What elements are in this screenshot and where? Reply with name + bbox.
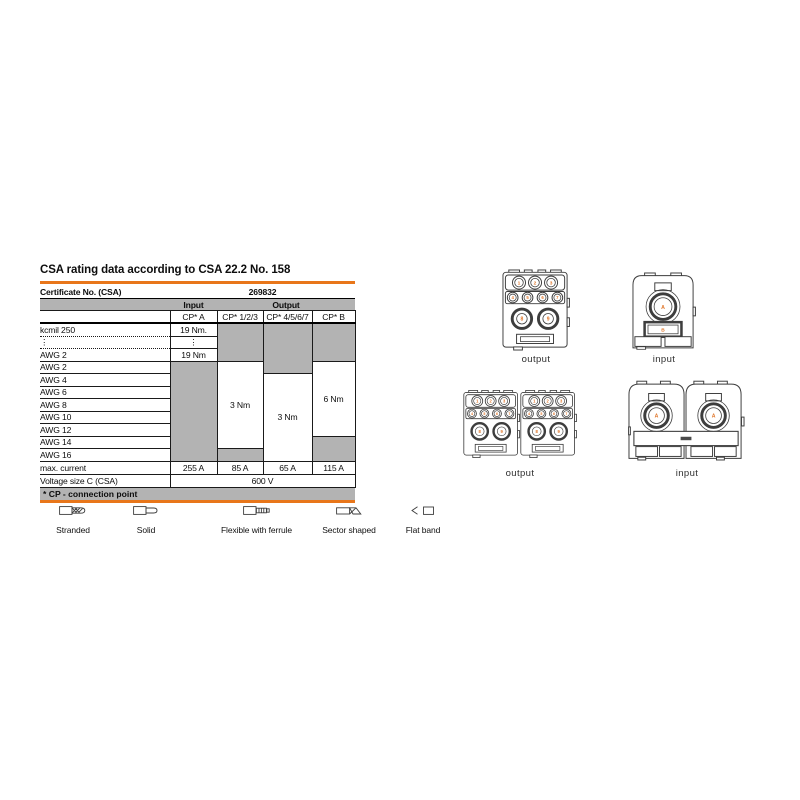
cp-123-torque-cell: 3 Nm: [216, 360, 264, 449]
cp-header-row: CP* A CP* 1/2/3 CP* 4/5/6/7 CP* B: [40, 310, 356, 324]
row-label: AWG 4: [40, 373, 171, 387]
cp-letter-label: A: [712, 414, 716, 420]
wire-type-flexible-ferrule: Flexible with ferrule: [209, 504, 304, 535]
certificate-row: Certificate No. (CSA) 269832: [40, 285, 356, 299]
table-row: AWG 2 3 Nm 6 Nm: [40, 360, 356, 462]
cp-letter-label: A: [655, 414, 659, 420]
wire-type-sector: Sector shaped: [310, 504, 388, 535]
row-label: AWG 6: [40, 386, 171, 399]
row-label: AWG 2: [40, 348, 171, 362]
title-accent-rule: [40, 281, 355, 284]
diagram-label-output: output: [505, 468, 535, 479]
csa-rating-table: Certificate No. (CSA) 269832 Input Outpu…: [40, 285, 356, 488]
cp-4567-torque-cell: 3 Nm: [262, 373, 313, 462]
col-header-cp-123: CP* 1/2/3: [216, 310, 264, 324]
gray-cell: [169, 360, 218, 462]
single-output-block-diagram: [502, 268, 570, 352]
table-row: AWG 10: [40, 411, 355, 424]
row-label: AWG 16: [40, 448, 171, 462]
table-row: AWG 8: [40, 398, 355, 412]
table-row: AWG 4 3 Nm: [40, 373, 355, 462]
row-label: AWG 2: [40, 361, 171, 374]
row-label: AWG 8: [40, 398, 171, 412]
wire-type-stranded: Stranded: [40, 504, 106, 535]
wire-type-flat-band: Flat band: [387, 504, 459, 535]
wire-type-label: Flexible with ferrule: [220, 525, 293, 535]
wire-type-solid: Solid: [113, 504, 179, 535]
table-row: AWG 6: [40, 386, 355, 399]
input-header: Input: [170, 298, 217, 311]
ferrule-wire-icon: [243, 506, 270, 515]
wire-type-label: Stranded: [56, 525, 90, 535]
row-label: kcmil 250: [40, 323, 171, 337]
voltage-value: 600 V: [169, 473, 356, 488]
table-row: AWG 12: [40, 423, 355, 437]
cp-a-torque-cell: 19 Nm.: [169, 322, 218, 337]
section-title: CSA rating data according to CSA 22.2 No…: [40, 264, 291, 276]
cp-a-torque-cell: 19 Nm: [169, 348, 218, 362]
stranded-wire-icon: [59, 506, 86, 515]
max-current-value: 255 A: [169, 460, 218, 475]
table-row: kcmil 250 19 Nm.: [40, 322, 356, 374]
spacer-cell: [40, 310, 170, 324]
gray-cell: [311, 435, 356, 462]
wire-type-label: Flat band: [405, 525, 441, 535]
io-header-row: Input Output: [40, 298, 356, 311]
wire-type-label: Sector shaped: [322, 525, 376, 535]
sector-wire-icon: [336, 507, 362, 515]
gray-cell: [216, 322, 264, 362]
spacer-cell: [40, 298, 170, 311]
certificate-label: Certificate No. (CSA): [40, 285, 170, 299]
row-label: AWG 14: [40, 436, 171, 449]
col-header-cp-4567: CP* 4/5/6/7: [262, 310, 313, 324]
single-input-block-diagram: [632, 271, 696, 351]
max-current-value: 65 A: [262, 460, 313, 475]
gray-cell: [216, 448, 264, 462]
max-current-value: 85 A: [216, 460, 264, 475]
col-header-cp-a: CP* A: [169, 310, 218, 324]
row-label: AWG 12: [40, 423, 171, 437]
output-header: Output: [217, 298, 356, 311]
max-current-row: max. current 255 A 85 A 65 A 115 A: [40, 460, 356, 475]
solid-wire-icon: [133, 506, 158, 515]
row-label: ⋮: [40, 336, 171, 349]
cp-footnote: * CP - connection point: [40, 487, 355, 503]
diagram-label-output: output: [521, 354, 551, 365]
double-input-block-diagram: A A: [628, 380, 745, 461]
table-row: AWG 2 19 Nm: [40, 348, 355, 362]
busbar-mark: [680, 436, 692, 441]
wire-type-label: Solid: [136, 525, 156, 535]
max-current-label: max. current: [40, 461, 171, 475]
diagram-label-input: input: [652, 354, 676, 365]
certificate-number: 269832: [170, 285, 356, 299]
voltage-label: Voltage size C (CSA): [40, 474, 171, 488]
voltage-row: Voltage size C (CSA) 600 V: [40, 473, 356, 488]
double-output-block-diagram: [463, 388, 577, 460]
flat-band-icon: [411, 506, 434, 515]
diagram-label-input: input: [675, 468, 699, 479]
max-current-value: 115 A: [311, 460, 356, 475]
csa-rating-section: CSA rating data according to CSA 22.2 No…: [40, 263, 356, 503]
cp-a-torque-cell: ⋮: [169, 335, 218, 349]
gray-cell: [311, 322, 356, 362]
gray-cell: [262, 322, 313, 374]
cp-b-torque-cell: 6 Nm: [311, 360, 356, 437]
row-label: AWG 10: [40, 411, 171, 424]
col-header-cp-b: CP* B: [311, 310, 356, 324]
